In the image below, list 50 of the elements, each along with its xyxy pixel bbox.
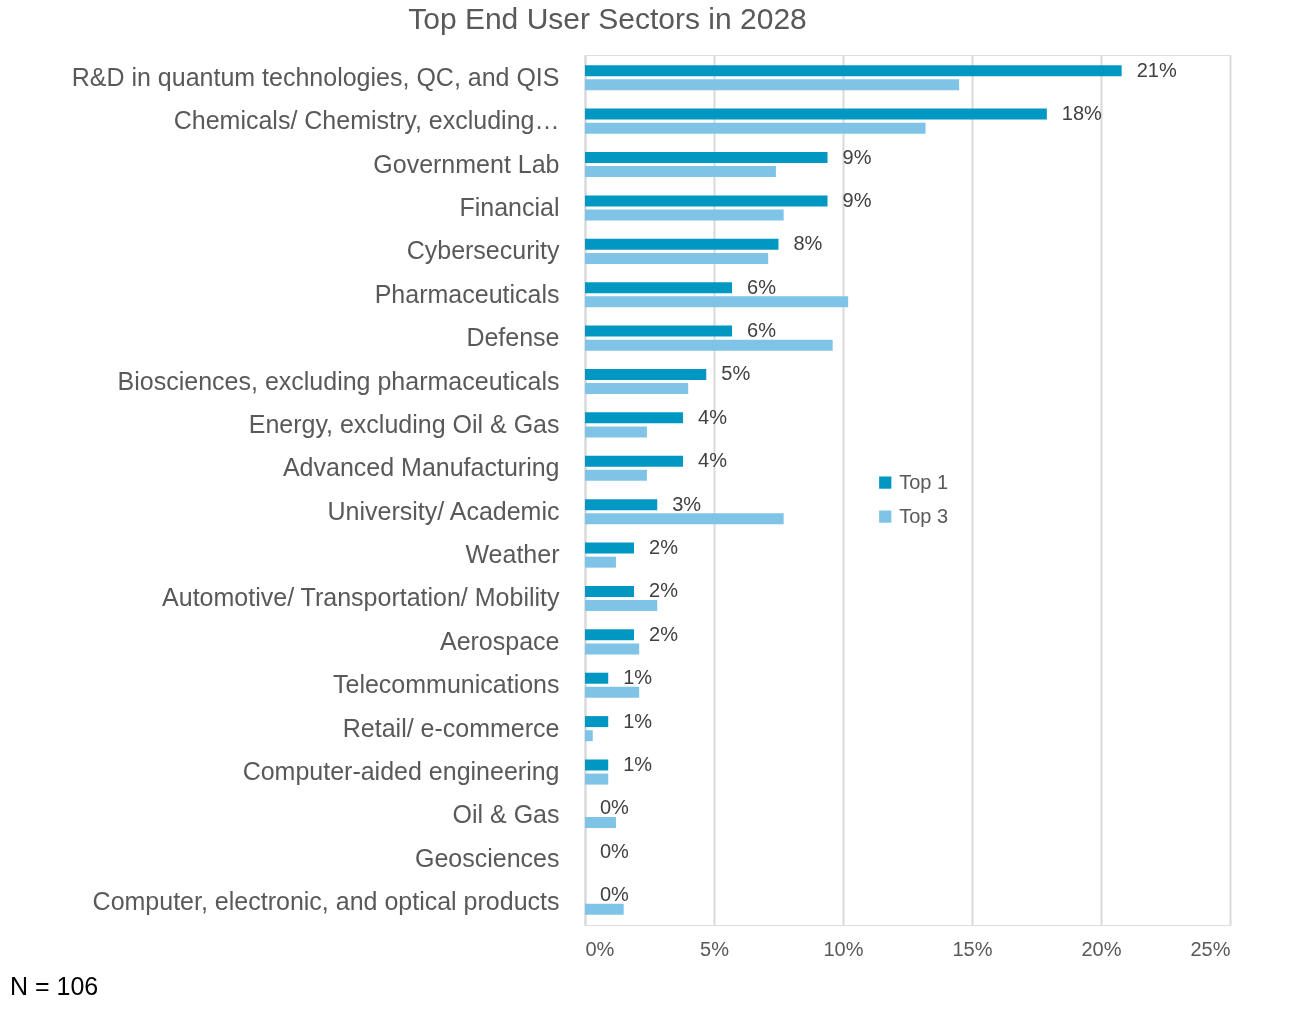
- y-tick-label: Advanced Manufacturing: [282, 453, 560, 482]
- data-label: 0%: [600, 839, 630, 862]
- y-tick-label: Cybersecurity: [406, 236, 560, 265]
- data-label: 18%: [1061, 102, 1103, 125]
- data-label: 6%: [747, 319, 777, 342]
- y-tick-label: Oil & Gas: [452, 800, 560, 829]
- y-tick-label: Energy, excluding Oil & Gas: [248, 409, 560, 438]
- y-tick-label: Telecommunications: [333, 670, 560, 699]
- y-tick-label: Automotive/ Transportation/ Mobility: [162, 583, 560, 612]
- data-label: 0%: [600, 883, 630, 906]
- x-tick-label: 15%: [952, 937, 993, 960]
- data-label: 9%: [842, 145, 872, 168]
- data-label: 9%: [842, 188, 872, 211]
- y-tick-label: University/ Academic: [327, 496, 560, 525]
- data-label: 8%: [793, 232, 823, 255]
- data-label: 0%: [600, 796, 630, 819]
- y-tick-label: Geosciences: [414, 843, 560, 872]
- x-tick-label: 25%: [1190, 937, 1231, 960]
- y-tick-label: Defense: [466, 323, 560, 352]
- x-tick-label: 0%: [585, 937, 615, 960]
- data-label: 2%: [649, 579, 679, 602]
- data-label: 4%: [698, 405, 728, 428]
- data-label: 1%: [623, 709, 653, 732]
- data-label: 21%: [1136, 58, 1177, 81]
- x-tick-label: 10%: [823, 937, 864, 960]
- y-tick-label: Chemicals/ Chemistry, excluding…: [173, 106, 560, 135]
- data-label: 2%: [649, 536, 679, 559]
- data-label: 2%: [649, 622, 679, 645]
- y-tick-label: Government Lab: [373, 149, 560, 178]
- y-tick-label: Computer, electronic, and optical products: [92, 887, 560, 916]
- text: N = 106: [10, 972, 99, 1000]
- data-label: 3%: [672, 492, 702, 515]
- y-tick-label: Pharmaceuticals: [374, 279, 560, 308]
- y-tick-label: Computer-aided engineering: [242, 757, 560, 786]
- y-tick-label: Biosciences, excluding pharmaceuticals: [117, 366, 560, 395]
- x-tick-label: 5%: [700, 937, 730, 960]
- y-tick-label: Aerospace: [439, 626, 560, 655]
- data-label: 1%: [623, 752, 653, 775]
- data-label: 6%: [747, 275, 777, 298]
- y-tick-label: R&D in quantum technologies, QC, and QIS: [71, 62, 560, 91]
- data-label: 4%: [698, 449, 728, 472]
- y-tick-label: Retail/ e-commerce: [342, 713, 560, 742]
- chart-title: Top End User Sectors in 2028: [408, 2, 807, 35]
- data-label: 5%: [721, 362, 751, 385]
- legend-label: Top 1: [899, 470, 949, 493]
- legend-label: Top 3: [899, 504, 949, 527]
- y-tick-label: Financial: [459, 192, 560, 221]
- y-tick-label: Weather: [465, 540, 560, 569]
- x-tick-label: 20%: [1081, 937, 1122, 960]
- data-label: 1%: [623, 666, 653, 689]
